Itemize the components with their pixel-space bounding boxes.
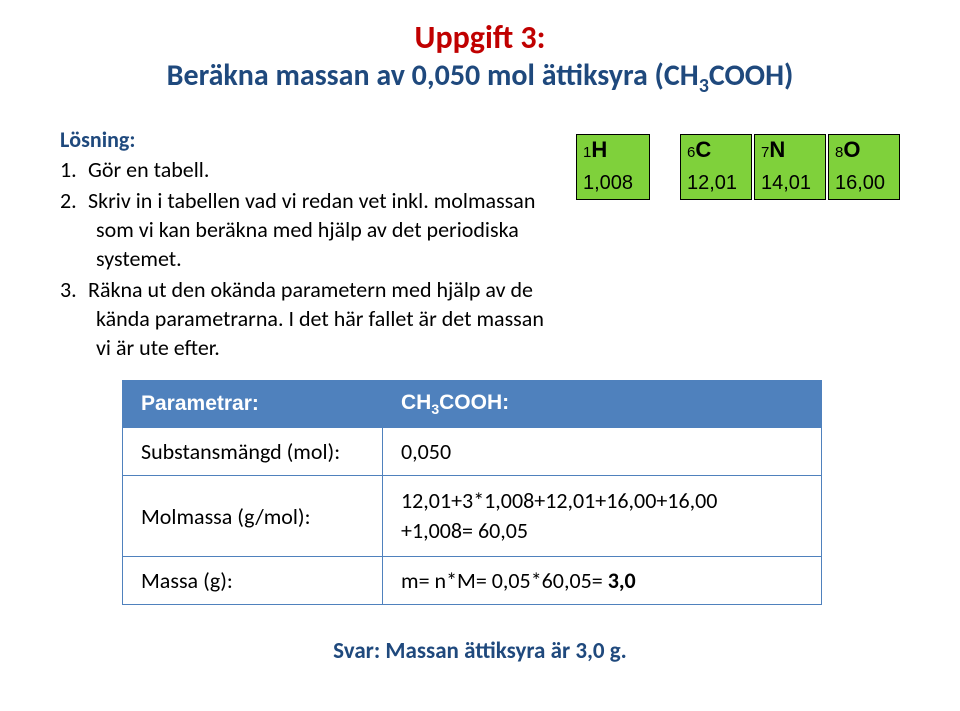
table-row-value: 12,01+3*1,008+12,01+16,00+16,00 +1,008= … <box>383 476 822 556</box>
title-post: COOH) <box>709 57 794 94</box>
title-sub: 3 <box>699 74 709 98</box>
title-pre: Beräkna massan av 0,050 mol ättiksyra (C… <box>167 57 699 94</box>
element-cell-o: 8O 16,00 <box>828 134 900 200</box>
step-item: 3.Räkna ut den okända parametern med hjä… <box>60 275 546 362</box>
table-row-value: 0,050 <box>383 428 822 476</box>
solution-steps: 1.Gör en tabell. 2.Skriv in i tabellen v… <box>60 155 546 362</box>
element-cell-h: 1H 1,008 <box>576 134 650 200</box>
table-row-label: Massa (g): <box>123 556 383 604</box>
solution-block: Lösning: 1.Gör en tabell. 2.Skriv in i t… <box>60 126 546 364</box>
answer-line: Svar: Massan ättiksyra är 3,0 g. <box>60 637 900 665</box>
element-cell-c: 6C 12,01 <box>680 134 752 200</box>
table-header-formula: CH3COOH: <box>383 381 822 428</box>
table-row-label: Molmassa (g/mol): <box>123 476 383 556</box>
parameters-table: Parametrar: CH3COOH: Substansmängd (mol)… <box>122 380 822 605</box>
title-line1: Uppgift 3: <box>60 18 900 57</box>
solution-heading: Lösning: <box>60 126 546 153</box>
title-line2: Beräkna massan av 0,050 mol ättiksyra (C… <box>60 57 900 98</box>
step-item: 2.Skriv in i tabellen vad vi redan vet i… <box>60 186 546 273</box>
table-header-params: Parametrar: <box>123 381 383 428</box>
periodic-table-extract: 1H 1,008 6C 12,01 7N 14,01 8O 16,00 <box>576 134 900 200</box>
step-item: 1.Gör en tabell. <box>60 155 546 184</box>
table-row-label: Substansmängd (mol): <box>123 428 383 476</box>
exercise-title: Uppgift 3: Beräkna massan av 0,050 mol ä… <box>60 18 900 98</box>
table-row-value: m= n*M= 0,05*60,05= 3,0 <box>383 556 822 604</box>
element-cell-n: 7N 14,01 <box>754 134 826 200</box>
